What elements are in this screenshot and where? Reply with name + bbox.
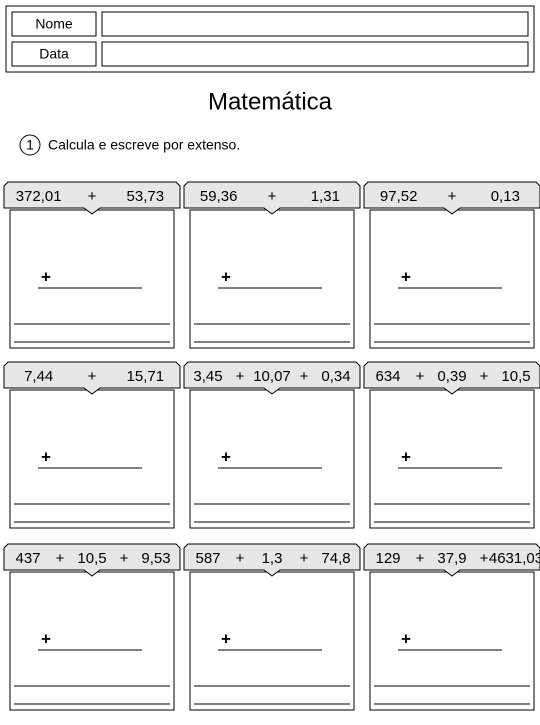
number-circle xyxy=(19,134,41,156)
expression-term: + xyxy=(236,550,245,567)
expression-term: + xyxy=(480,368,489,385)
work-box xyxy=(369,571,535,711)
expression-term: + xyxy=(416,550,425,567)
expression-term: + xyxy=(300,368,309,385)
work-box xyxy=(9,571,175,711)
expression-term: 10,5 xyxy=(77,550,106,567)
expression-term: + xyxy=(416,368,425,385)
expression-term: + xyxy=(300,550,309,567)
expression-term: 10,5 xyxy=(501,368,530,385)
work-box xyxy=(9,209,175,349)
problem-tab xyxy=(363,361,540,395)
work-operator: + xyxy=(221,267,231,286)
problem-tab xyxy=(183,181,361,215)
work-box xyxy=(369,209,535,349)
work-box xyxy=(189,389,355,529)
problem-tab xyxy=(183,361,361,395)
expression-term: 15,71 xyxy=(127,368,165,385)
problem-tab xyxy=(3,361,181,395)
expression-term: + xyxy=(268,188,277,205)
work-box xyxy=(189,571,355,711)
expression-term: + xyxy=(88,188,97,205)
work-operator: + xyxy=(221,447,231,466)
expression-term: + xyxy=(236,368,245,385)
expression-term: 7,44 xyxy=(24,368,53,385)
expression-term: 9,53 xyxy=(141,550,170,567)
instruction: Calcula e escreve por extenso. xyxy=(48,137,240,153)
work-operator: + xyxy=(41,267,51,286)
problem-tab xyxy=(3,181,181,215)
expression-term: 634 xyxy=(375,368,400,385)
expression-term: 97,52 xyxy=(380,188,418,205)
expression-term: 1,31 xyxy=(311,188,340,205)
title: Matemática xyxy=(208,88,333,115)
expression-term: + xyxy=(120,550,129,567)
header-box xyxy=(5,5,535,73)
label-box xyxy=(11,41,97,67)
expression-term: 59,36 xyxy=(200,188,238,205)
expression-term: 437 xyxy=(15,550,40,567)
expression-term: 4631,03 xyxy=(489,550,540,567)
work-operator: + xyxy=(221,629,231,648)
expression-term: + xyxy=(88,368,97,385)
label-box xyxy=(11,11,97,37)
expression-term: 129 xyxy=(375,550,400,567)
expression-term: 0,39 xyxy=(437,368,466,385)
expression-term: 372,01 xyxy=(16,188,62,205)
expression-term: 37,9 xyxy=(437,550,466,567)
work-operator: + xyxy=(41,447,51,466)
work-operator: + xyxy=(401,447,411,466)
work-operator: + xyxy=(401,267,411,286)
field-label: Data xyxy=(39,46,69,62)
field-label: Nome xyxy=(35,16,73,32)
work-operator: + xyxy=(41,629,51,648)
expression-term: 3,45 xyxy=(193,368,222,385)
expression-term: 0,34 xyxy=(321,368,350,385)
expression-term: + xyxy=(480,550,489,567)
expression-term: 74,8 xyxy=(321,550,350,567)
work-box xyxy=(189,209,355,349)
input-field[interactable] xyxy=(101,41,529,67)
work-operator: + xyxy=(401,629,411,648)
problem-tab xyxy=(183,543,361,577)
expression-term: 1,3 xyxy=(262,550,283,567)
work-box xyxy=(9,389,175,529)
input-field[interactable] xyxy=(101,11,529,37)
expression-term: + xyxy=(448,188,457,205)
expression-term: 587 xyxy=(195,550,220,567)
problem-tab xyxy=(363,543,540,577)
instruction-number: 1 xyxy=(26,137,34,153)
problem-tab xyxy=(363,181,540,215)
expression-term: + xyxy=(56,550,65,567)
expression-term: 0,13 xyxy=(491,188,520,205)
work-box xyxy=(369,389,535,529)
expression-term: 53,73 xyxy=(127,188,165,205)
expression-term: 10,07 xyxy=(253,368,291,385)
problem-tab xyxy=(3,543,181,577)
